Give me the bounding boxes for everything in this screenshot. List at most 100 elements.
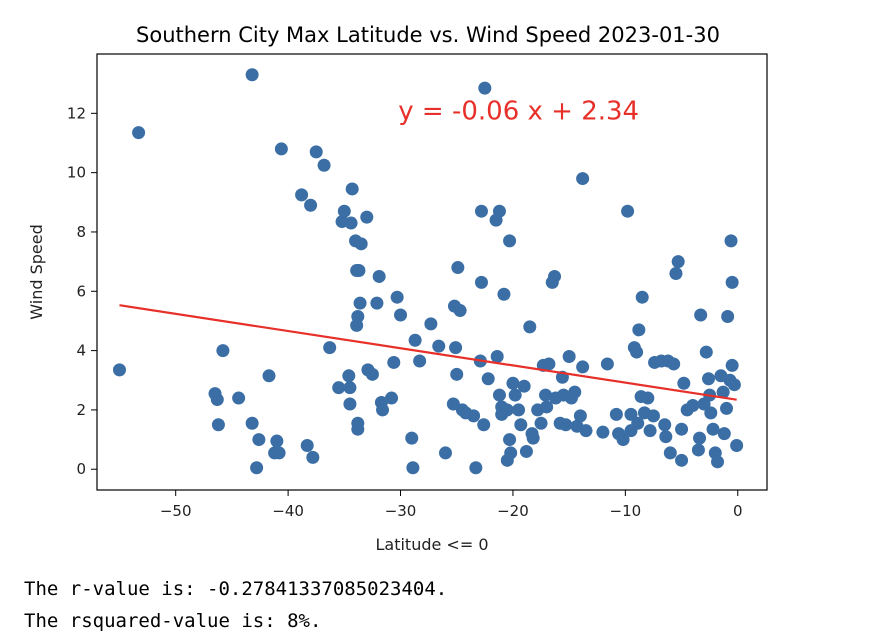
- data-point: [576, 172, 590, 186]
- data-point: [451, 261, 465, 275]
- data-point: [245, 416, 259, 430]
- data-point: [514, 418, 528, 432]
- y-tick-label: 6: [76, 282, 86, 300]
- data-point: [344, 216, 358, 230]
- data-point: [211, 418, 225, 432]
- data-point: [132, 126, 146, 140]
- data-point: [317, 158, 331, 172]
- data-point: [492, 388, 506, 402]
- data-point: [309, 145, 323, 159]
- data-point: [573, 409, 587, 423]
- axis-ticks: −50 −40 −30 −20 −10 0 0 2 4 6 8 10 12: [67, 104, 743, 520]
- data-point: [408, 333, 422, 347]
- data-point: [405, 431, 419, 445]
- data-point: [523, 320, 537, 334]
- data-point: [354, 237, 368, 251]
- data-point: [669, 266, 683, 280]
- y-tick-label: 4: [76, 342, 86, 360]
- data-point: [477, 418, 491, 432]
- data-point: [517, 379, 531, 393]
- data-point: [376, 403, 390, 417]
- data-point: [631, 416, 645, 430]
- data-point: [693, 431, 707, 445]
- data-point: [351, 309, 365, 323]
- data-point: [576, 360, 590, 374]
- data-point: [727, 378, 741, 392]
- data-point: [497, 287, 511, 301]
- data-point: [579, 424, 593, 438]
- data-point: [663, 446, 677, 460]
- data-point: [342, 369, 356, 383]
- data-point: [506, 376, 520, 390]
- data-point: [508, 388, 522, 402]
- data-point: [721, 309, 735, 323]
- data-point: [704, 406, 718, 420]
- data-point: [534, 416, 548, 430]
- data-point: [635, 290, 649, 304]
- data-point: [675, 422, 689, 436]
- data-point: [691, 443, 705, 457]
- data-point: [232, 391, 246, 405]
- chart-title: Southern City Max Latitude vs. Wind Spee…: [136, 23, 720, 47]
- data-point: [394, 308, 408, 322]
- data-point: [616, 433, 630, 447]
- x-tick-label: −50: [160, 502, 192, 520]
- data-point: [671, 255, 685, 269]
- data-point: [540, 400, 554, 414]
- data-point: [272, 446, 286, 460]
- data-point: [596, 425, 610, 439]
- data-point: [699, 345, 713, 359]
- data-point: [503, 433, 517, 447]
- data-point: [300, 439, 314, 453]
- data-point: [210, 393, 224, 407]
- data-point: [659, 430, 673, 444]
- data-point: [548, 269, 562, 283]
- data-point: [667, 357, 681, 371]
- y-tick-label: 0: [76, 460, 86, 478]
- regression-equation: y = -0.06 x + 2.34: [398, 96, 639, 126]
- data-point: [353, 296, 367, 310]
- data-point: [725, 358, 739, 372]
- data-point: [332, 381, 346, 395]
- data-point: [372, 269, 386, 283]
- data-point: [413, 354, 427, 368]
- data-point: [406, 461, 420, 475]
- data-point: [469, 461, 483, 475]
- rsquared-output: The rsquared-value is: 8%.: [24, 610, 322, 632]
- data-point: [559, 418, 573, 432]
- data-point: [503, 234, 517, 248]
- data-point: [474, 204, 488, 218]
- data-point: [646, 409, 660, 423]
- data-point: [295, 188, 309, 202]
- data-point: [539, 388, 553, 402]
- data-point: [306, 450, 320, 464]
- data-point: [250, 461, 264, 475]
- data-point: [706, 422, 720, 436]
- x-axis-label: Latitude <= 0: [375, 535, 488, 554]
- data-point: [720, 401, 734, 415]
- y-tick-label: 10: [67, 164, 86, 182]
- data-point: [490, 350, 504, 364]
- data-point: [686, 398, 700, 412]
- data-point: [450, 367, 464, 381]
- data-point: [360, 210, 374, 224]
- data-point: [345, 182, 359, 196]
- data-point: [270, 434, 284, 448]
- data-point: [245, 68, 259, 82]
- data-point: [542, 357, 556, 371]
- data-point: [677, 376, 691, 390]
- data-point: [112, 363, 126, 377]
- data-point: [724, 234, 738, 248]
- data-point: [438, 446, 452, 460]
- data-point: [512, 403, 526, 417]
- plot-area: [112, 68, 744, 475]
- data-point: [526, 431, 540, 445]
- data-point: [519, 444, 533, 458]
- data-point: [609, 407, 623, 421]
- data-point: [702, 372, 716, 386]
- data-point: [365, 367, 379, 381]
- data-point: [323, 341, 337, 355]
- data-point: [694, 308, 708, 322]
- data-point: [632, 323, 646, 337]
- data-point: [624, 407, 638, 421]
